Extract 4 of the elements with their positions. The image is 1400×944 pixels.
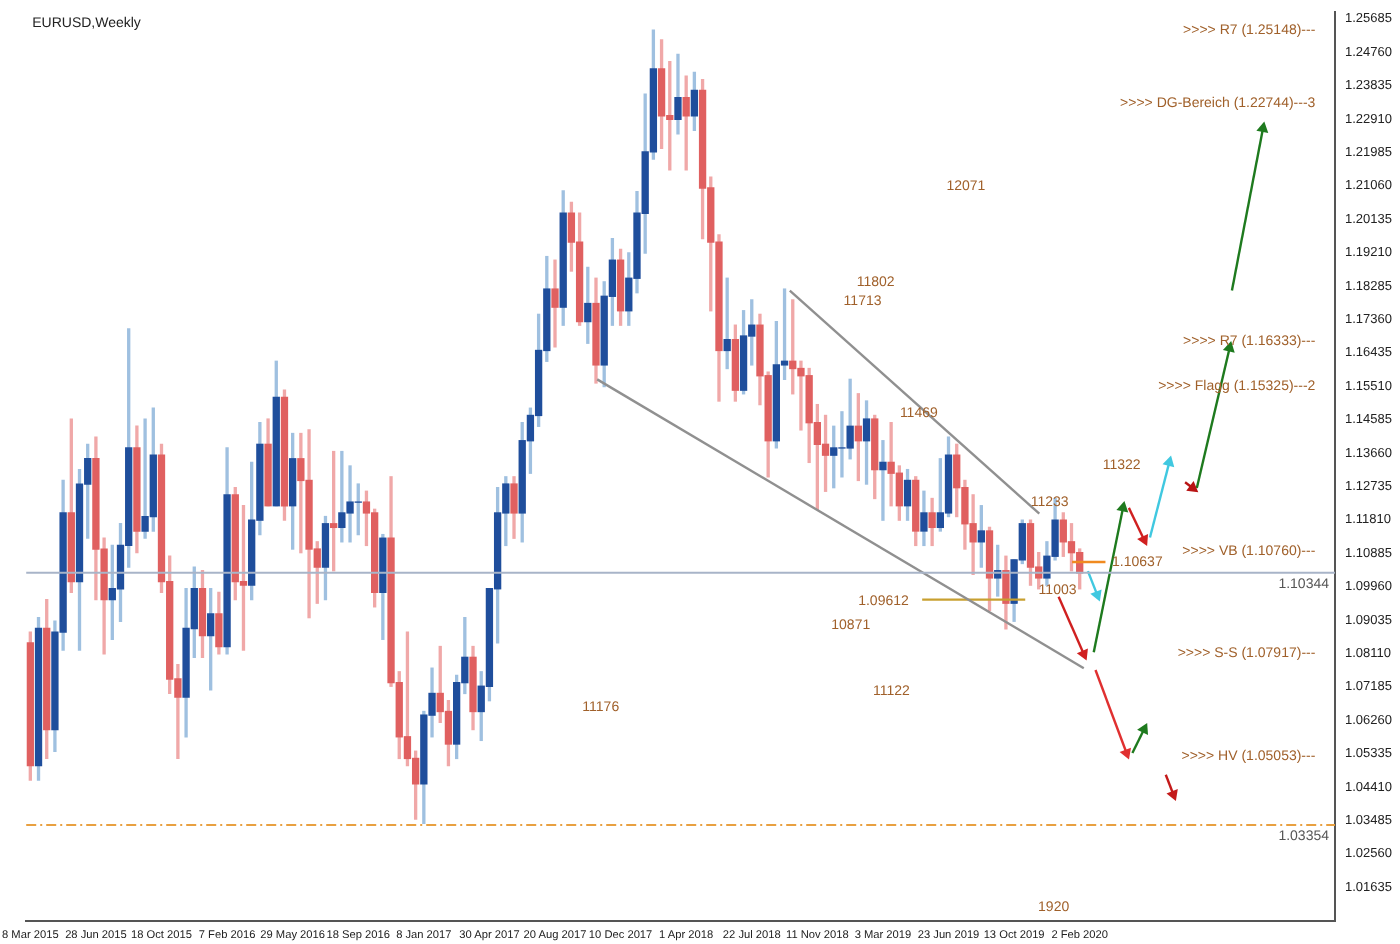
- candlestick: [338, 450, 346, 543]
- candlestick: [551, 259, 559, 348]
- candlestick: [838, 411, 846, 478]
- candlestick: [879, 440, 887, 521]
